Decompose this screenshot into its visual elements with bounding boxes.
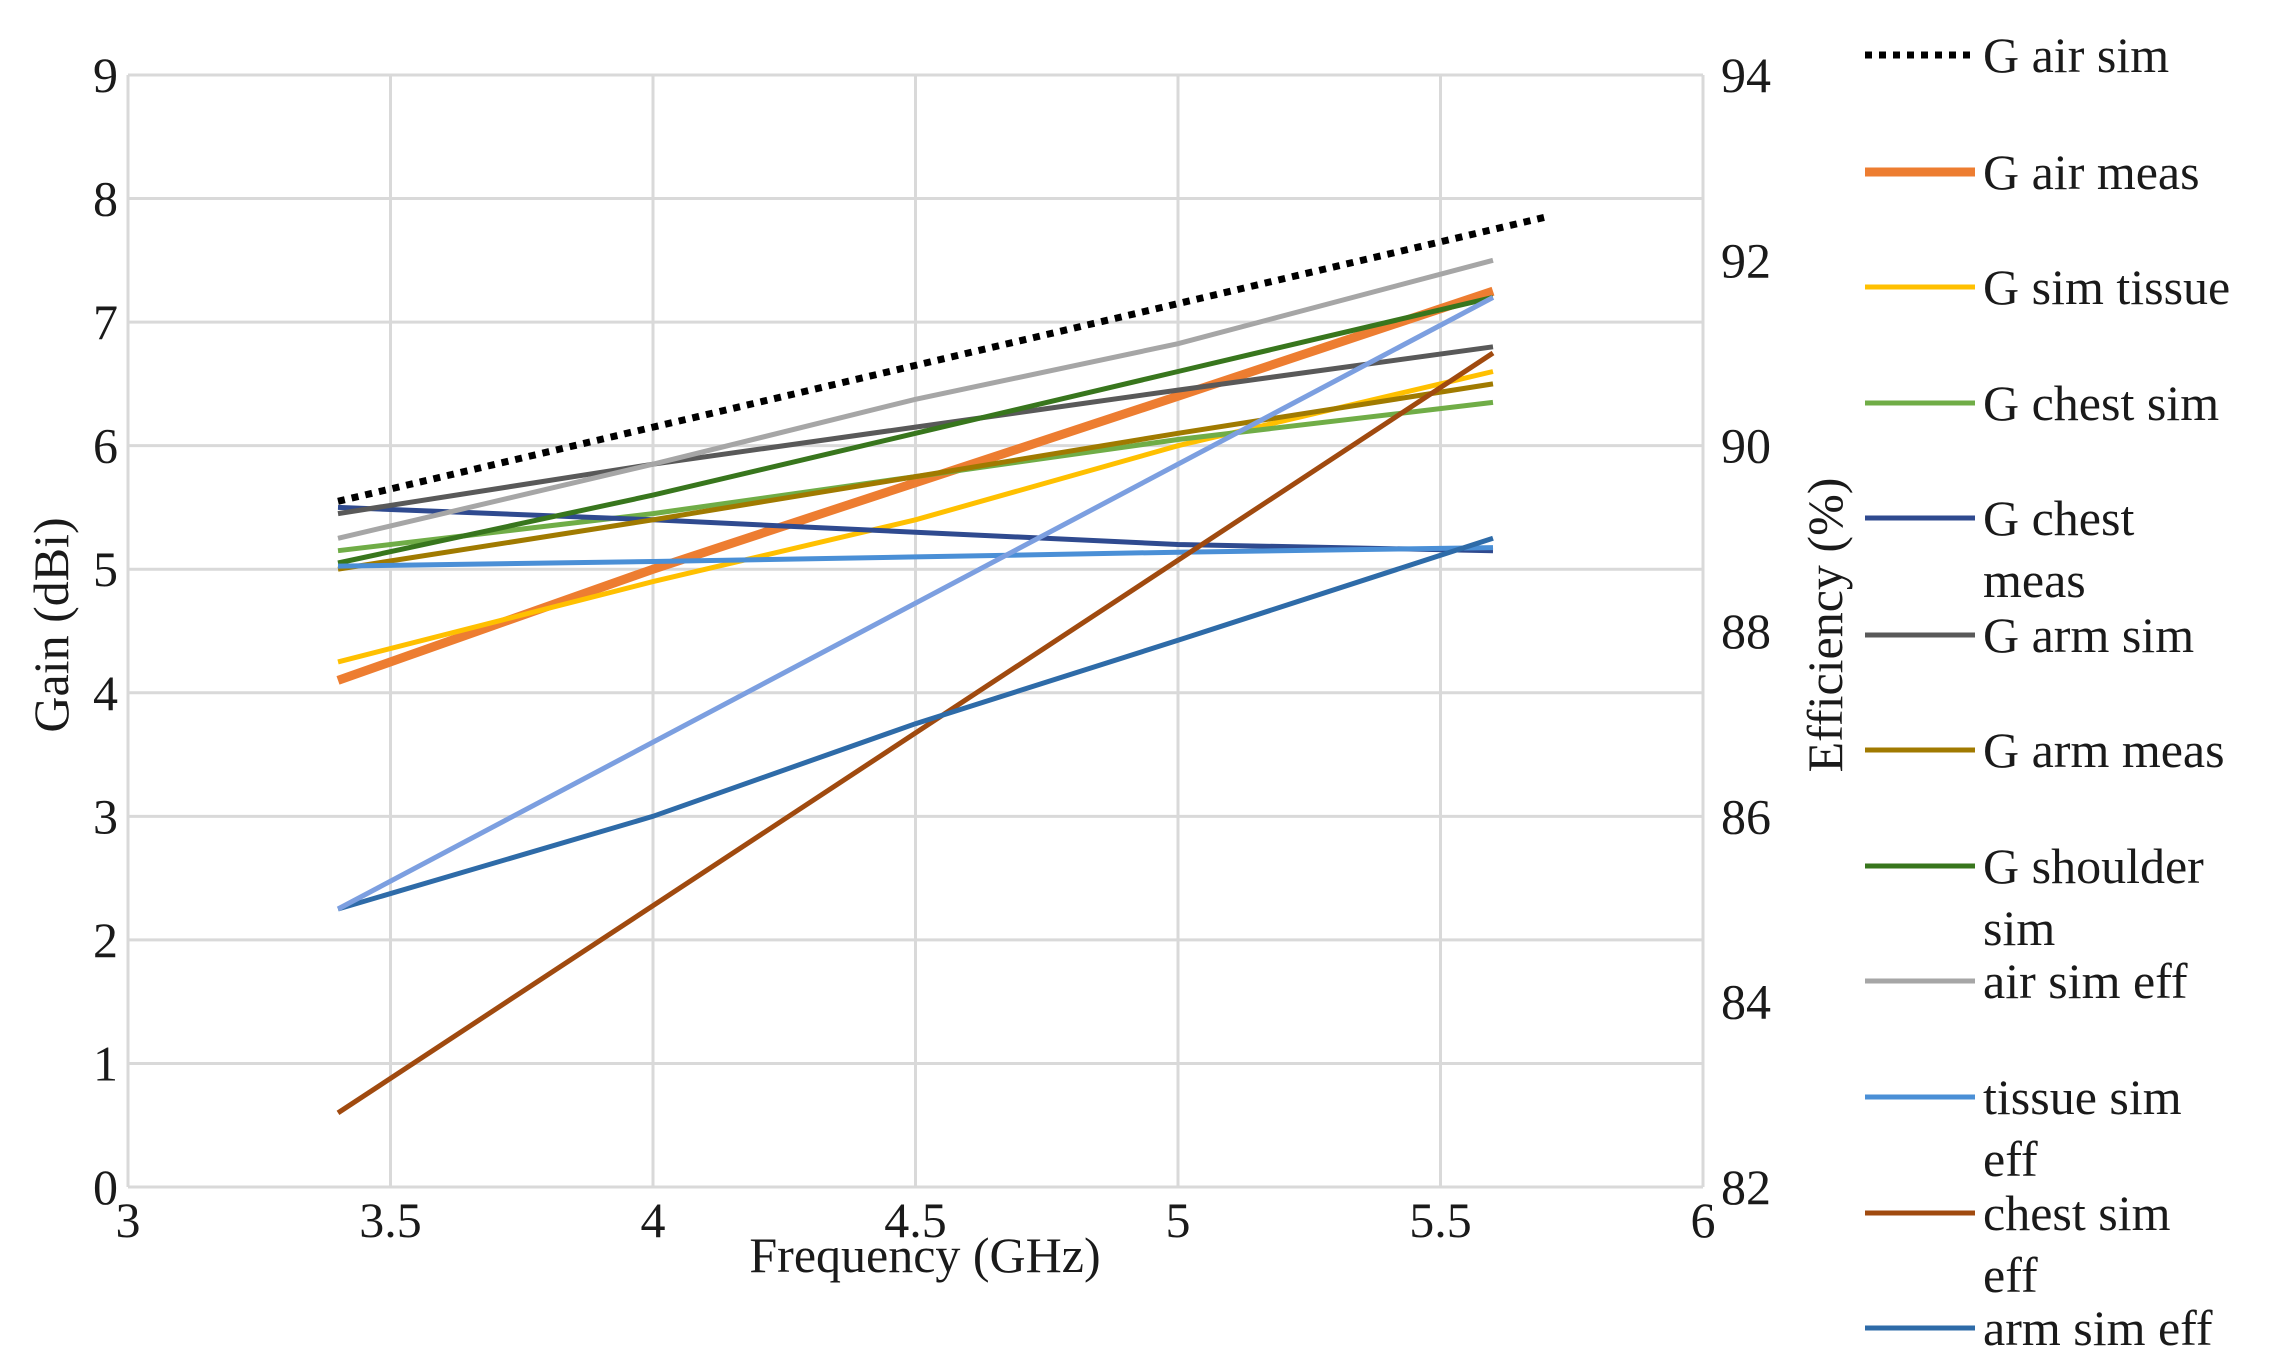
series-lines <box>336 213 1547 1115</box>
y-right-tick-label: 86 <box>1721 788 1771 844</box>
y-left-tick-label: 8 <box>93 171 118 227</box>
series-chest-sim-eff <box>336 350 1495 1115</box>
y-left-tick-label: 2 <box>93 912 118 968</box>
x-tick-label: 3 <box>116 1192 141 1248</box>
series-g-air-sim <box>337 213 1547 505</box>
x-tick-label: 6 <box>1691 1192 1716 1248</box>
y-left-tick-label: 4 <box>93 665 118 721</box>
legend-label: G air sim <box>1983 27 2169 83</box>
y-left-tick-label: 0 <box>93 1159 118 1215</box>
x-tick-label: 4.5 <box>884 1192 947 1248</box>
series-g-arm-sim <box>337 344 1494 517</box>
legend-label: tissue sim <box>1983 1069 2182 1125</box>
legend-label: air sim eff <box>1983 953 2188 1009</box>
y-right-tick-label: 82 <box>1721 1159 1771 1215</box>
legend-label: G arm sim <box>1983 607 2194 663</box>
legend-label: G chest sim <box>1983 375 2219 431</box>
series-g-shoulder-sim <box>337 294 1494 566</box>
series-tissue-sim-eff <box>337 545 1494 569</box>
legend: G air sim G air meas G sim tissue G chest s… <box>1865 27 2230 1356</box>
series-g-arm-meas <box>337 381 1494 572</box>
legend-label: arm sim eff <box>1983 1300 2213 1356</box>
legend-label: G arm meas <box>1983 722 2225 778</box>
y-right-tick-label: 84 <box>1721 974 1771 1030</box>
y-left-tick-label: 6 <box>93 418 118 474</box>
x-tick-label: 4 <box>641 1192 666 1248</box>
y-right-tick-label: 94 <box>1721 47 1771 103</box>
legend-label: eff <box>1983 1247 2038 1303</box>
y-left-tick-label: 7 <box>93 294 118 350</box>
legend-label: G air meas <box>1983 144 2200 200</box>
y-axis-right-title: Efficiency (%) <box>1797 478 1853 773</box>
x-tick-label: 3.5 <box>359 1192 422 1248</box>
legend-label: eff <box>1983 1131 2038 1187</box>
x-tick-label: 5 <box>1166 1192 1191 1248</box>
tick-labels: 3 3.5 4 4.5 5 5.5 6 0 1 2 3 4 5 6 7 8 9 82 84 86 88 90 92 94 <box>93 47 1771 1248</box>
legend-label: G shoulder <box>1983 838 2204 894</box>
y-right-tick-label: 90 <box>1721 418 1771 474</box>
series-air-sim-eff <box>337 257 1494 541</box>
legend-label: sim <box>1983 900 2055 956</box>
legend-label: G sim tissue <box>1983 259 2230 315</box>
y-left-tick-label: 5 <box>93 541 118 597</box>
x-tick-label: 5.5 <box>1409 1192 1472 1248</box>
series-shoulder-sim-eff <box>336 295 1495 912</box>
y-left-tick-label: 1 <box>93 1035 118 1091</box>
series-arm-sim-eff <box>337 535 1494 912</box>
y-left-tick-label: 3 <box>93 788 118 844</box>
y-axis-left-title: Gain (dBi) <box>23 517 79 732</box>
legend-label: G chest <box>1983 490 2134 546</box>
grid-lines <box>126 73 1705 1189</box>
legend-label: meas <box>1983 552 2086 608</box>
y-right-tick-label: 88 <box>1721 603 1771 659</box>
x-axis-title: Frequency (GHz) <box>749 1227 1100 1283</box>
legend-label: chest sim <box>1983 1185 2171 1241</box>
series-g-sim-tissue <box>337 369 1494 665</box>
y-left-tick-label: 9 <box>93 47 118 103</box>
y-right-tick-label: 92 <box>1721 232 1771 288</box>
